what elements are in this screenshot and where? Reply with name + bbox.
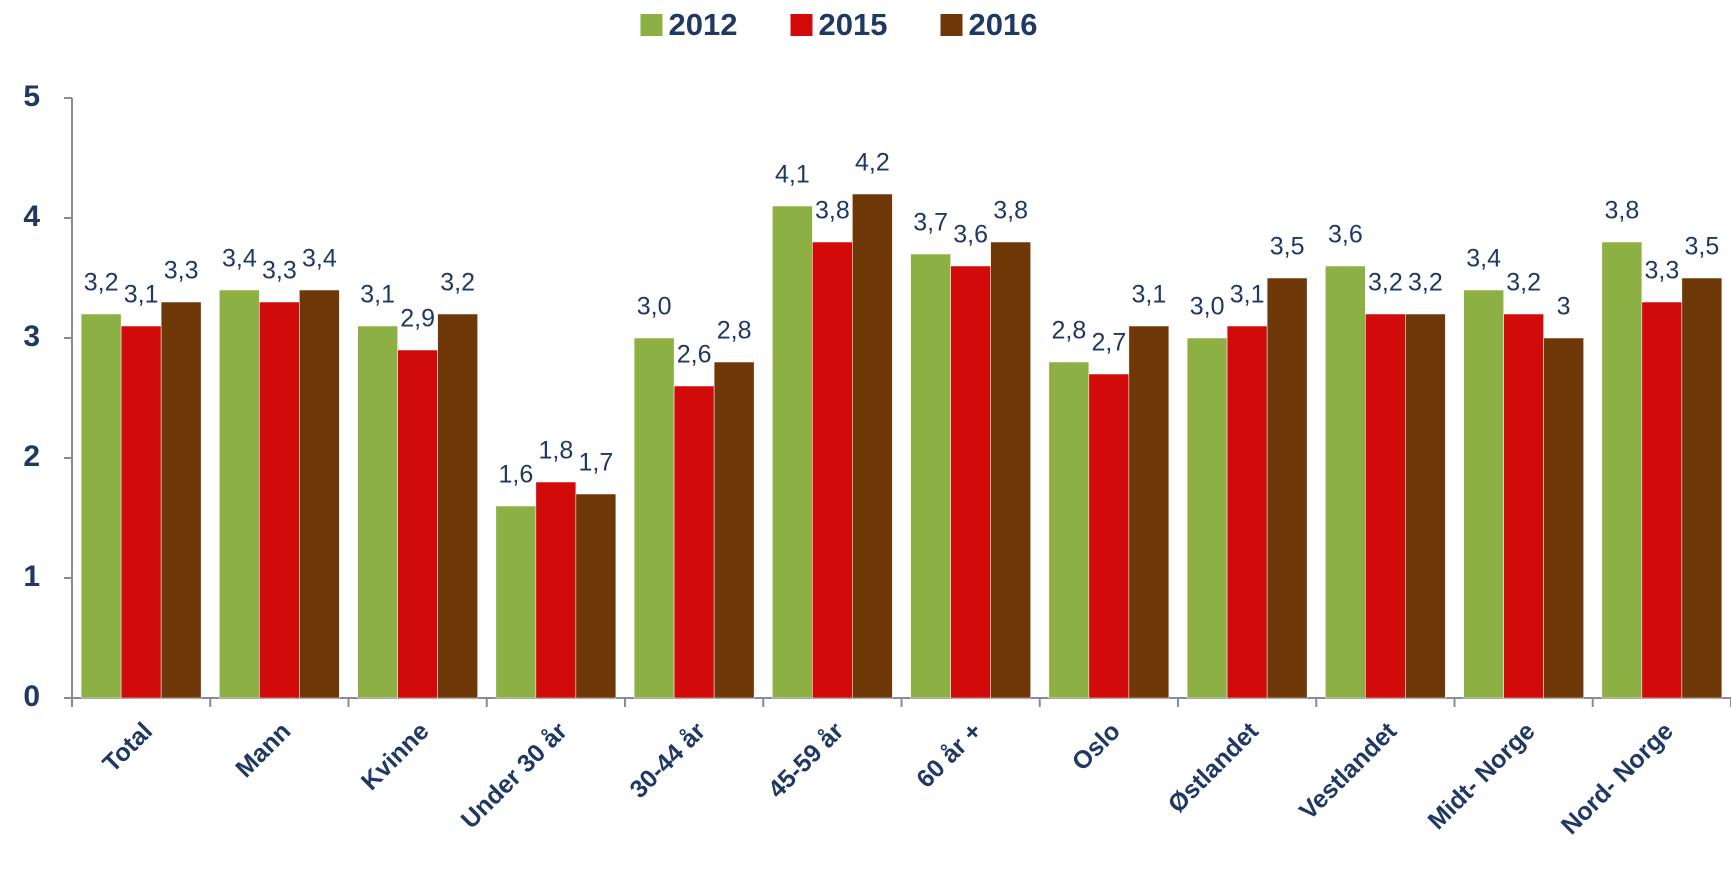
value-label: 3,1	[1230, 281, 1265, 309]
value-label: 4,1	[775, 161, 810, 189]
x-tick-label: 60 år +	[911, 717, 987, 793]
bar	[575, 493, 617, 699]
value-label: 3,8	[993, 197, 1028, 225]
x-tick-label: Under 30 år	[456, 717, 573, 834]
legend-label: 2015	[819, 7, 888, 42]
x-tick-label: Total	[97, 717, 158, 778]
bar	[812, 241, 853, 699]
value-label: 3,3	[1644, 257, 1679, 285]
bar	[713, 361, 755, 699]
bar	[1325, 265, 1366, 699]
x-tick-label: Midt- Norge	[1423, 717, 1541, 835]
bar	[299, 289, 340, 699]
value-label: 3,2	[1408, 269, 1443, 297]
x-tick-label: Østlandet	[1163, 717, 1265, 819]
bar	[1601, 241, 1643, 699]
bar	[673, 385, 715, 699]
value-label: 2,8	[717, 317, 752, 345]
value-label: 3,5	[1270, 233, 1305, 261]
y-tick-label: 5	[23, 80, 40, 113]
bar	[1365, 313, 1406, 699]
value-label: 2,9	[400, 305, 435, 333]
bar	[633, 337, 675, 699]
bar	[852, 193, 893, 699]
legend-label: 2016	[969, 7, 1038, 42]
bar	[120, 325, 162, 699]
value-label: 2,8	[1051, 317, 1086, 345]
value-label: 2,7	[1091, 329, 1126, 357]
bar	[990, 241, 1031, 699]
value-label: 3,1	[1131, 281, 1166, 309]
value-label: 3,8	[815, 197, 850, 225]
bar	[1088, 373, 1130, 699]
value-label: 3,2	[1506, 269, 1541, 297]
y-tick-label: 0	[23, 680, 40, 713]
value-label: 3,4	[1466, 245, 1501, 273]
bar	[259, 301, 300, 699]
bar	[1641, 301, 1683, 699]
value-label: 3,2	[440, 269, 475, 297]
bar	[772, 205, 813, 699]
value-label: 1,8	[538, 437, 573, 465]
value-label: 3,4	[302, 245, 337, 273]
value-label: 1,6	[498, 461, 533, 489]
bar	[910, 253, 951, 699]
bar	[80, 313, 122, 699]
value-label: 3,3	[164, 257, 199, 285]
value-label: 3,6	[953, 221, 988, 249]
value-label: 3,8	[1604, 197, 1639, 225]
x-tick-label: Vestlandet	[1294, 717, 1403, 826]
value-label: 3,2	[84, 269, 119, 297]
y-tick-label: 4	[23, 200, 40, 233]
value-label: 3	[1557, 293, 1571, 321]
x-tick-label: Mann	[230, 717, 296, 783]
value-label: 3,1	[124, 281, 159, 309]
bar	[535, 481, 577, 699]
bar	[950, 265, 991, 699]
y-tick-label: 2	[23, 440, 40, 473]
bar	[1128, 325, 1170, 699]
x-tick-label: 30-44 år	[624, 717, 711, 804]
bar	[219, 289, 260, 699]
bar	[1543, 337, 1584, 699]
bar	[437, 313, 478, 699]
value-label: 3,7	[913, 209, 948, 237]
value-label: 3,5	[1684, 233, 1719, 261]
value-label: 3,6	[1328, 221, 1363, 249]
bar	[1186, 337, 1228, 699]
legend-swatch	[640, 14, 663, 36]
value-label: 3,0	[637, 293, 672, 321]
bar	[1048, 361, 1090, 699]
x-tick-label: Kvinne	[356, 717, 435, 796]
legend-swatch	[940, 14, 963, 36]
value-label: 3,3	[262, 257, 297, 285]
bar	[1405, 313, 1446, 699]
x-tick-label: 45-59 år	[763, 717, 850, 804]
y-tick-label: 3	[23, 320, 40, 353]
x-tick-label: Nord- Norge	[1556, 717, 1679, 840]
value-label: 3,0	[1190, 293, 1225, 321]
bar	[1226, 325, 1268, 699]
value-label: 1,7	[578, 449, 613, 477]
value-label: 3,1	[360, 281, 395, 309]
bar	[357, 325, 398, 699]
value-label: 4,2	[855, 149, 890, 177]
bar	[1463, 289, 1504, 699]
y-tick-label: 1	[23, 560, 40, 593]
value-label: 3,4	[222, 245, 257, 273]
value-label: 2,6	[677, 341, 712, 369]
bar	[1681, 277, 1723, 699]
bar	[160, 301, 202, 699]
bar	[1503, 313, 1544, 699]
legend-label: 2012	[669, 7, 738, 42]
bar	[495, 505, 537, 699]
legend-swatch	[790, 14, 813, 36]
x-tick-label: Oslo	[1067, 717, 1126, 776]
value-label: 3,2	[1368, 269, 1403, 297]
bar	[1266, 277, 1308, 699]
bar	[397, 349, 438, 699]
